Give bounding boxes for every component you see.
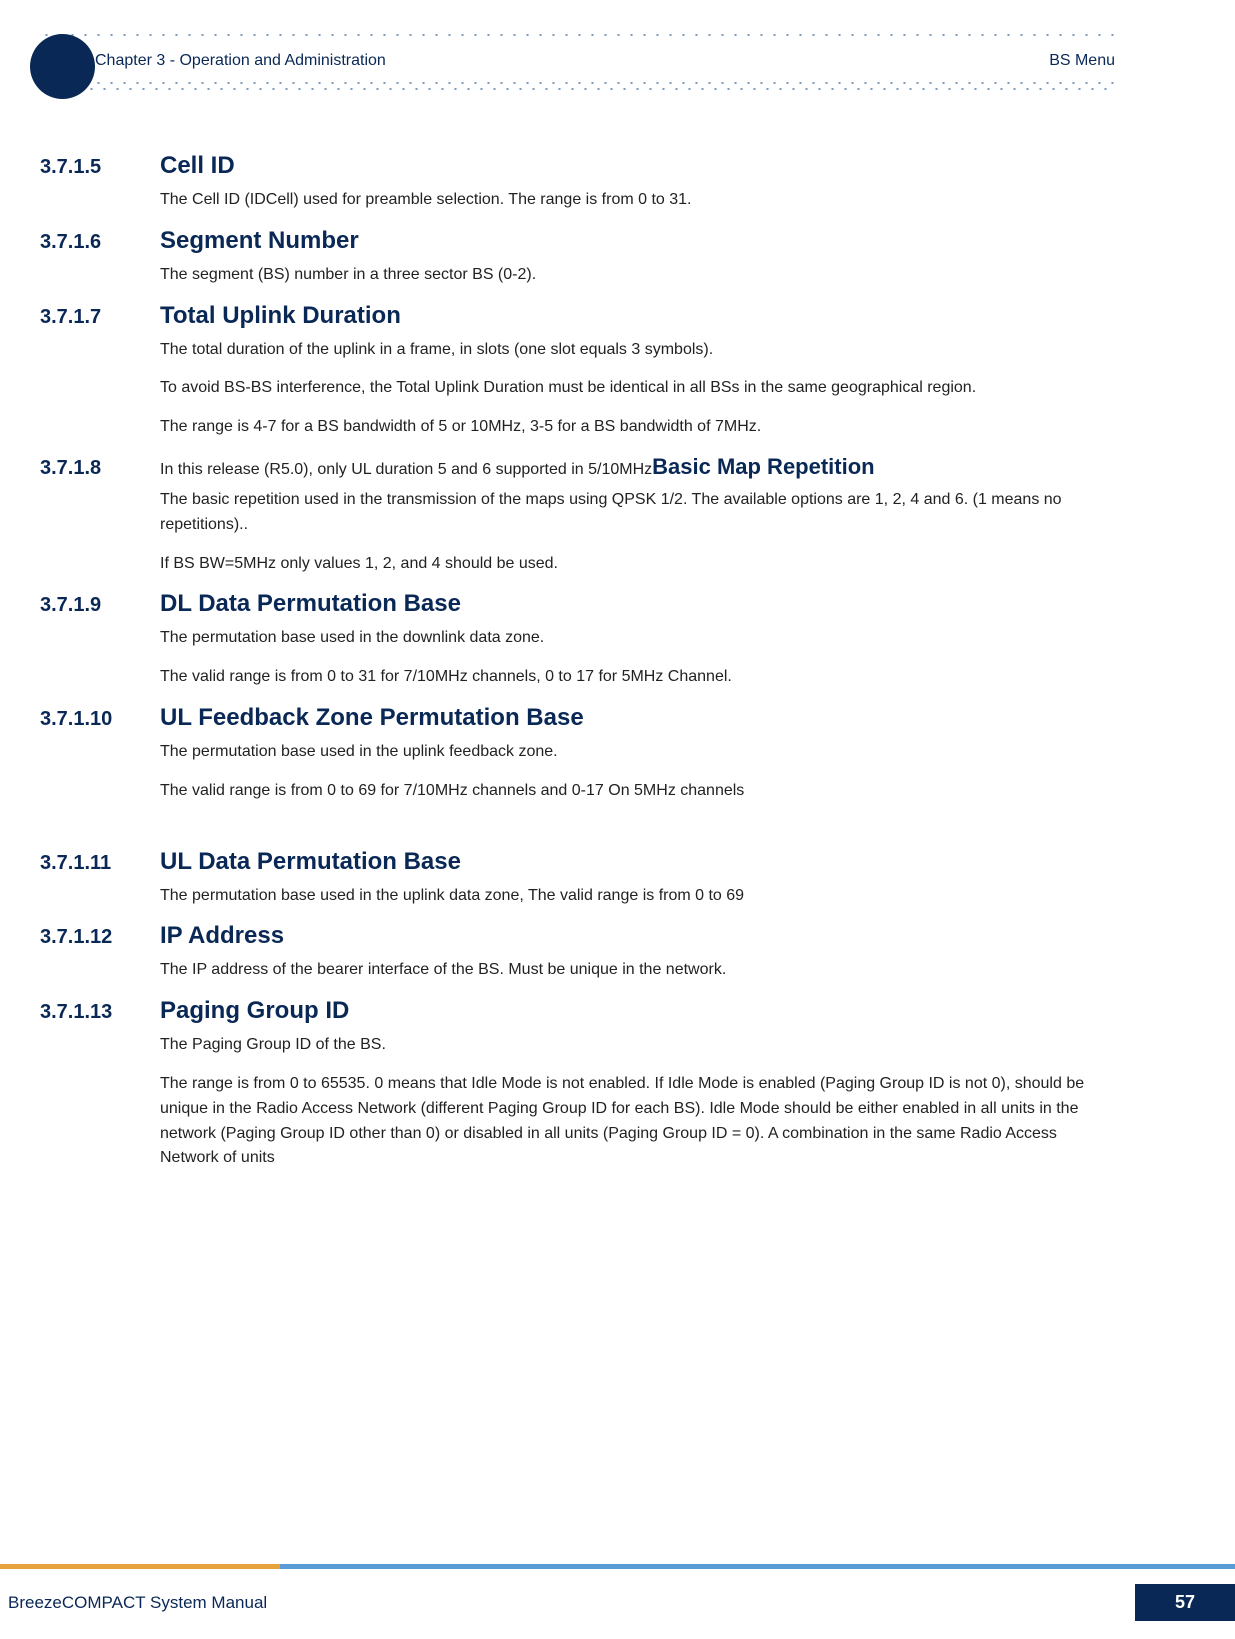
body-text: The Cell ID (IDCell) used for preamble s… <box>160 188 1115 213</box>
body-text: The range is from 0 to 65535. 0 means th… <box>160 1072 1115 1171</box>
section-number: 3.7.1.5 <box>40 156 160 179</box>
section-heading: 3.7.1.5 Cell ID <box>40 152 1115 180</box>
section-title: Paging Group ID <box>160 997 349 1025</box>
header-circle-icon <box>30 34 95 99</box>
section-title: DL Data Permutation Base <box>160 590 461 618</box>
header-dots-top <box>40 30 1115 40</box>
section-heading: 3.7.1.6 Segment Number <box>40 227 1115 255</box>
page-footer: BreezeCOMPACT System Manual 57 <box>0 1564 1235 1639</box>
footer-bar-orange <box>0 1564 280 1569</box>
chapter-title: Chapter 3 - Operation and Administration <box>95 52 386 70</box>
section-number: 3.7.1.12 <box>40 926 160 949</box>
body-text: The permutation base used in the downlin… <box>160 626 1115 651</box>
section-title: Total Uplink Duration <box>160 302 401 330</box>
body-text: The valid range is from 0 to 31 for 7/10… <box>160 665 1115 690</box>
footer-title: BreezeCOMPACT System Manual <box>8 1593 267 1613</box>
content-area: 3.7.1.5 Cell ID The Cell ID (IDCell) use… <box>40 152 1115 1171</box>
section-title: Segment Number <box>160 227 359 255</box>
section-number: 3.7.1.13 <box>40 1001 160 1024</box>
page-header: Chapter 3 - Operation and Administration… <box>40 52 1115 70</box>
section-heading-inline: 3.7.1.8 In this release (R5.0), only UL … <box>40 454 1115 482</box>
footer-bar-blue <box>280 1564 1235 1569</box>
section-number: 3.7.1.8 <box>40 457 160 480</box>
body-text: The range is 4-7 for a BS bandwidth of 5… <box>160 415 1115 440</box>
body-text: The Paging Group ID of the BS. <box>160 1033 1115 1058</box>
menu-title: BS Menu <box>1049 52 1115 70</box>
section-heading: 3.7.1.9 DL Data Permutation Base <box>40 590 1115 618</box>
body-text: The valid range is from 0 to 69 for 7/10… <box>160 779 1115 804</box>
section-number: 3.7.1.9 <box>40 594 160 617</box>
body-text: The total duration of the uplink in a fr… <box>160 338 1115 363</box>
section-title: Basic Map Repetition <box>652 454 874 479</box>
section-title: UL Data Permutation Base <box>160 848 461 876</box>
body-text: The IP address of the bearer interface o… <box>160 958 1115 983</box>
section-title: UL Feedback Zone Permutation Base <box>160 704 584 732</box>
body-text: The permutation base used in the uplink … <box>160 740 1115 765</box>
section-number: 3.7.1.6 <box>40 231 160 254</box>
body-text: If BS BW=5MHz only values 1, 2, and 4 sh… <box>160 552 1115 577</box>
page-number: 57 <box>1135 1584 1235 1621</box>
section-title: IP Address <box>160 922 284 950</box>
section-heading: 3.7.1.12 IP Address <box>40 922 1115 950</box>
body-text: The segment (BS) number in a three secto… <box>160 263 1115 288</box>
section-title: Cell ID <box>160 152 235 180</box>
section-heading: 3.7.1.13 Paging Group ID <box>40 997 1115 1025</box>
inline-text: In this release (R5.0), only UL duration… <box>160 461 652 478</box>
section-heading: 3.7.1.10 UL Feedback Zone Permutation Ba… <box>40 704 1115 732</box>
body-text: To avoid BS-BS interference, the Total U… <box>160 376 1115 401</box>
section-number: 3.7.1.7 <box>40 306 160 329</box>
body-text: The permutation base used in the uplink … <box>160 884 1115 909</box>
section-heading: 3.7.1.7 Total Uplink Duration <box>40 302 1115 330</box>
section-number: 3.7.1.10 <box>40 708 160 731</box>
section-number: 3.7.1.11 <box>40 852 160 875</box>
section-heading: 3.7.1.11 UL Data Permutation Base <box>40 848 1115 876</box>
header-dots-bottom <box>40 80 1115 92</box>
body-text: The basic repetition used in the transmi… <box>160 488 1115 538</box>
